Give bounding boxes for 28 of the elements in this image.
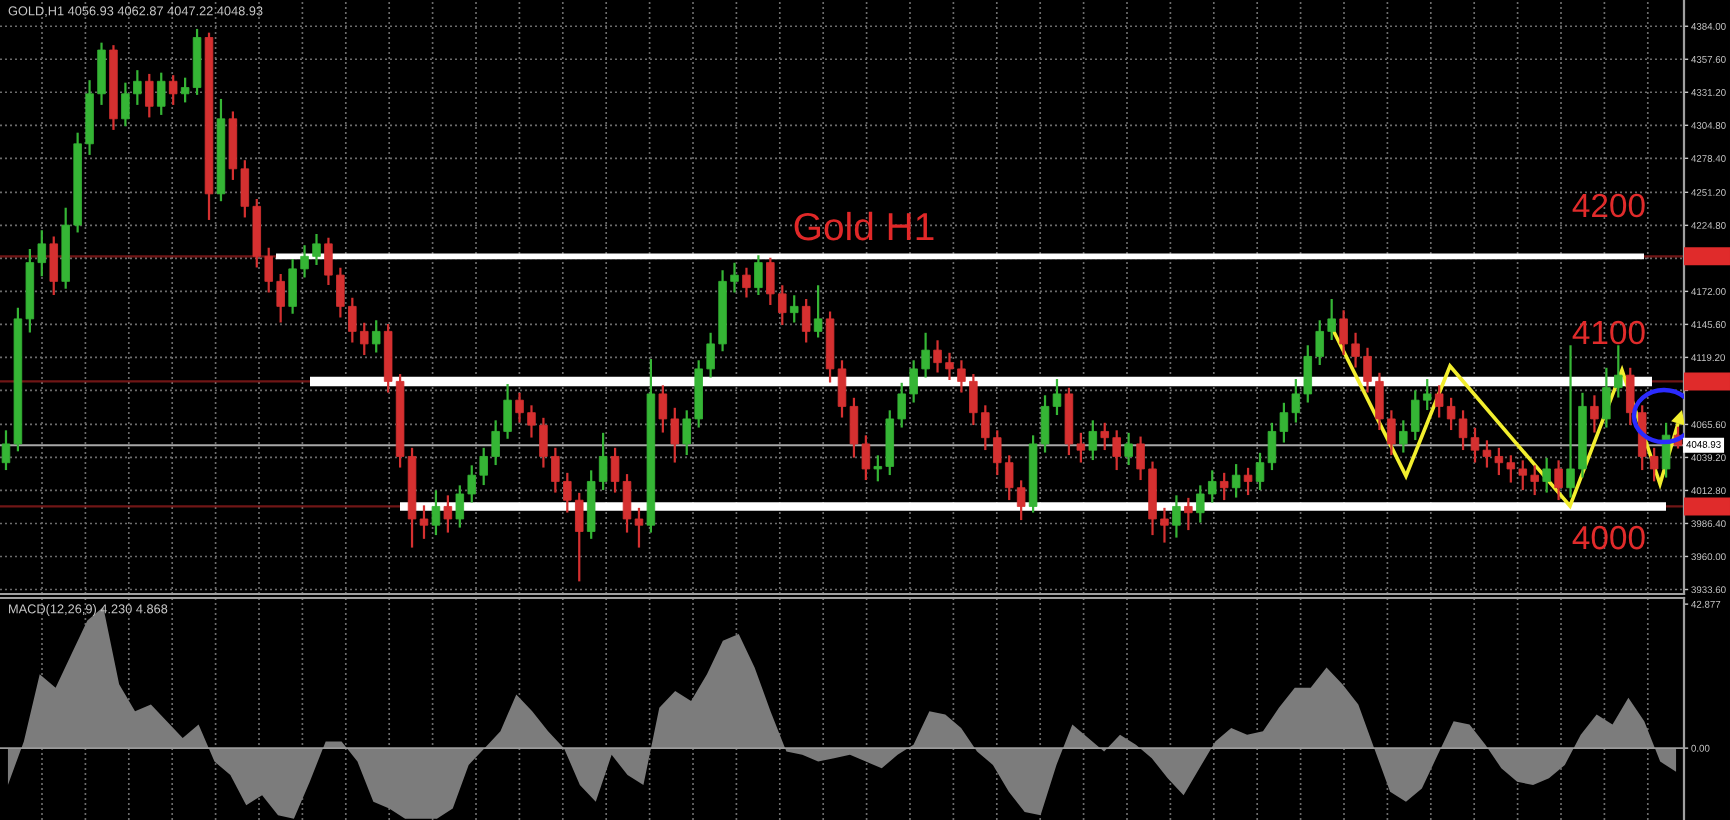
candlestick [168, 75, 178, 105]
candlestick [1542, 457, 1551, 493]
candlestick [1590, 395, 1599, 433]
candlestick [156, 72, 166, 115]
ref-line-label: 4100 [1572, 320, 1645, 345]
candlestick [371, 320, 381, 353]
candlestick [49, 236, 58, 295]
candlestick [1219, 472, 1229, 501]
ref-line-label: 4000 [1572, 525, 1645, 550]
candlestick [789, 295, 799, 323]
candlestick [1661, 422, 1671, 478]
candlestick [1231, 464, 1241, 498]
candlestick [1184, 497, 1193, 531]
candlestick [1626, 367, 1635, 426]
candlestick [801, 299, 811, 343]
candlestick [1172, 495, 1181, 538]
candlestick [431, 490, 441, 536]
candlestick [754, 255, 763, 295]
ref-line-label: 4200 [1572, 193, 1645, 218]
candlestick [443, 495, 453, 533]
candlestick [1243, 467, 1253, 496]
annotation: Gold H1 [794, 211, 934, 241]
candlestick [813, 285, 823, 338]
candlestick [1088, 420, 1098, 461]
candlestick [1554, 460, 1563, 501]
candlestick [1124, 432, 1133, 466]
candlestick [145, 73, 154, 118]
candlestick [742, 267, 751, 298]
